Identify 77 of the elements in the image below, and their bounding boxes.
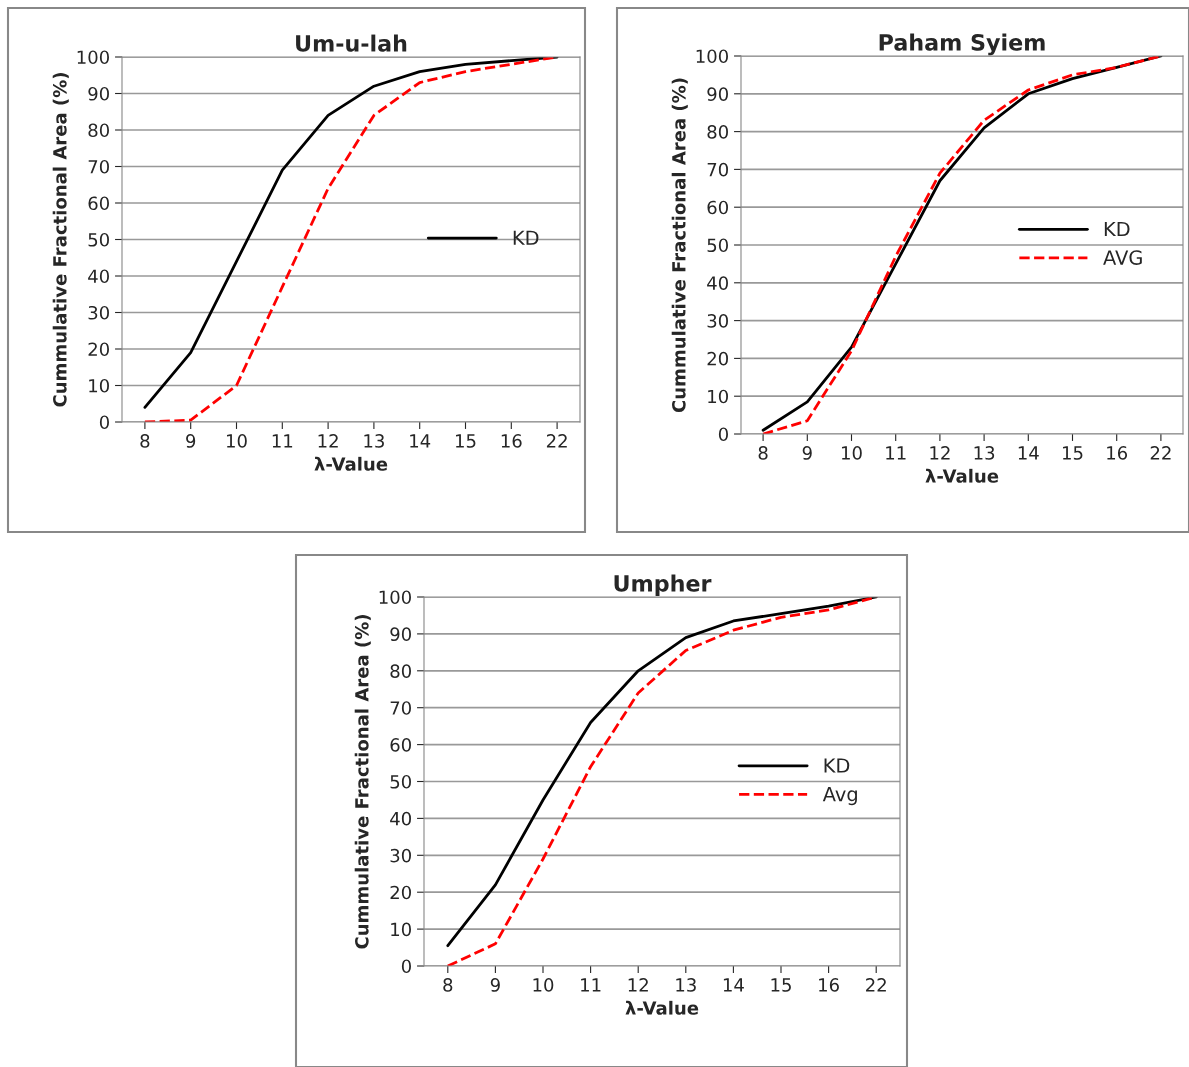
y-tick-label: 70 <box>707 162 728 177</box>
x-tick-label: 10 <box>227 434 247 448</box>
x-axis-title: λ-Value <box>625 1000 699 1015</box>
x-tick-label: 15 <box>771 978 791 992</box>
y-tick-label: 90 <box>88 86 109 101</box>
x-tick-label: 16 <box>501 434 522 448</box>
x-tick-label: 11 <box>886 446 906 460</box>
legend-label: AVG <box>1103 250 1142 265</box>
x-tick-label: 14 <box>410 434 431 448</box>
y-tick-label: 60 <box>88 196 109 211</box>
y-axis-title: Cummulative Fractional Area (%) <box>671 78 688 413</box>
y-tick-label: 20 <box>707 351 728 366</box>
chart-title: Umpher <box>614 574 712 597</box>
y-tick-label: 90 <box>707 87 728 101</box>
x-tick-label: 16 <box>819 978 839 992</box>
x-tick-label: 10 <box>842 446 862 460</box>
y-tick-label: 40 <box>88 269 109 284</box>
x-tick-label: 9 <box>186 434 196 448</box>
x-tick-label: 22 <box>866 978 886 992</box>
y-tick-label: 100 <box>379 590 411 605</box>
chart-title: Paham Syiem <box>879 33 1045 56</box>
y-tick-label: 50 <box>707 238 728 253</box>
y-axis-title: Cummulative Fractional Area (%) <box>354 615 371 949</box>
y-tick-label: 80 <box>390 664 411 678</box>
y-tick-label: 60 <box>390 738 411 752</box>
x-tick-label: 13 <box>364 434 384 448</box>
y-tick-label: 0 <box>718 427 728 442</box>
x-tick-label: 12 <box>628 978 648 992</box>
y-tick-label: 80 <box>707 125 728 139</box>
y-tick-label: 50 <box>390 774 411 789</box>
x-tick-label: 8 <box>140 434 150 448</box>
y-tick-label: 20 <box>88 342 109 357</box>
x-tick-label: 9 <box>802 446 812 460</box>
x-tick-label: 13 <box>974 446 995 460</box>
legend-label: KD <box>824 758 850 773</box>
x-tick-label: 9 <box>490 978 500 992</box>
x-tick-label: 8 <box>758 446 768 460</box>
x-tick-label: 11 <box>272 434 293 448</box>
x-tick-label: 14 <box>1018 446 1039 460</box>
x-tick-label: 22 <box>1150 446 1171 460</box>
y-tick-label: 100 <box>77 50 109 65</box>
x-tick-label: 22 <box>546 434 567 448</box>
x-axis-title: λ-Value <box>925 468 999 483</box>
x-tick-label: 15 <box>1063 446 1083 460</box>
y-tick-label: 30 <box>88 305 109 320</box>
y-tick-label: 70 <box>88 159 109 174</box>
y-tick-label: 0 <box>401 959 411 974</box>
y-tick-label: 90 <box>390 627 411 642</box>
y-tick-label: 10 <box>391 922 411 937</box>
y-tick-label: 10 <box>89 378 109 393</box>
legend-label: KD <box>1104 221 1130 237</box>
y-tick-label: 20 <box>390 885 411 900</box>
x-tick-label: 16 <box>1107 446 1128 460</box>
y-tick-label: 40 <box>390 811 411 826</box>
y-tick-label: 100 <box>696 49 728 64</box>
y-tick-label: 70 <box>390 701 411 715</box>
y-tick-label: 80 <box>88 123 109 138</box>
chart-title: Um-u-lah <box>296 34 407 52</box>
x-tick-label: 11 <box>581 978 601 992</box>
y-tick-label: 10 <box>708 389 728 404</box>
y-tick-label: 30 <box>390 848 411 863</box>
x-tick-label: 10 <box>533 978 554 992</box>
y-axis-title: Cummulative Fractional Area (%) <box>52 73 69 407</box>
y-tick-label: 60 <box>707 200 728 215</box>
x-tick-label: 13 <box>676 978 696 992</box>
x-tick-label: 8 <box>443 978 453 992</box>
x-tick-label: 12 <box>930 446 950 460</box>
y-tick-label: 50 <box>88 232 109 247</box>
legend-label: Avg <box>822 786 857 806</box>
y-tick-label: 0 <box>99 415 109 430</box>
x-tick-label: 14 <box>723 978 744 992</box>
y-tick-label: 30 <box>707 314 728 328</box>
x-axis-title: λ-Value <box>314 456 388 471</box>
x-tick-label: 15 <box>456 434 476 448</box>
y-tick-label: 40 <box>707 276 728 290</box>
x-tick-label: 12 <box>318 434 338 448</box>
legend-label: KD <box>513 230 539 245</box>
